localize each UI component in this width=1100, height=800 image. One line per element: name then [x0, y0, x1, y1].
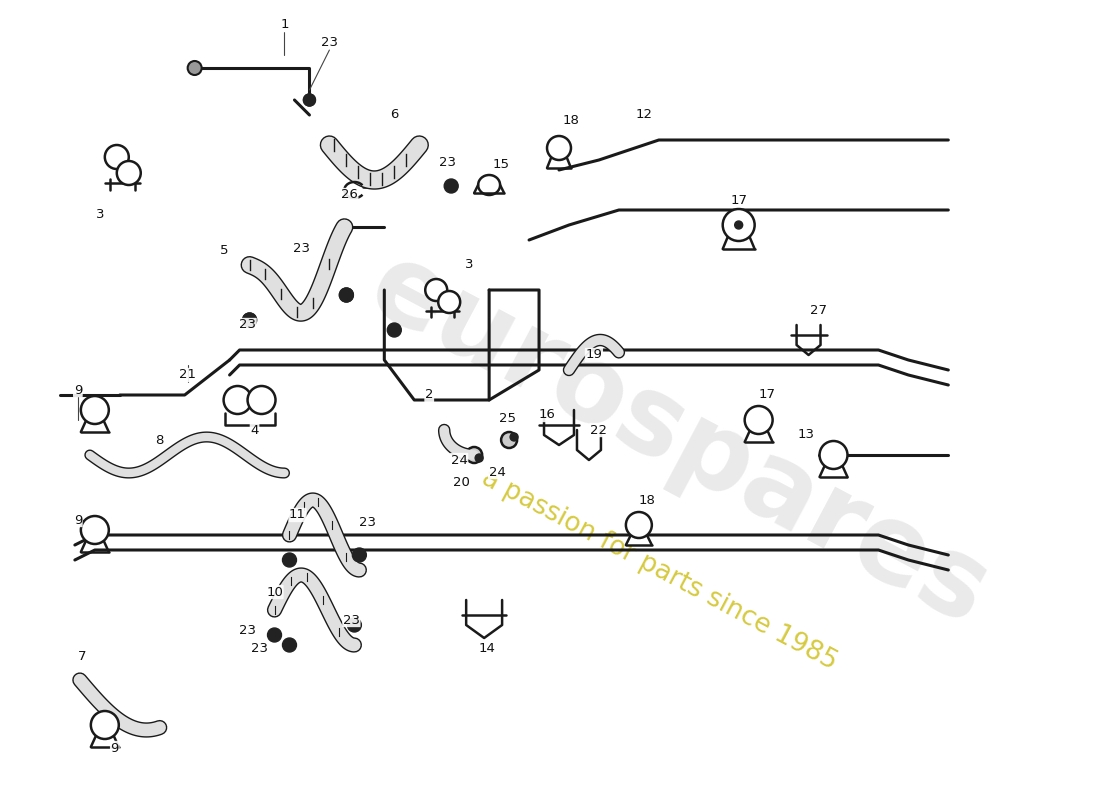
Circle shape [466, 447, 482, 463]
Circle shape [91, 711, 119, 739]
Circle shape [248, 386, 275, 414]
Text: 10: 10 [266, 586, 283, 598]
Circle shape [352, 548, 366, 562]
Circle shape [723, 209, 755, 241]
Circle shape [547, 136, 571, 160]
Text: 13: 13 [799, 429, 815, 442]
Circle shape [267, 628, 282, 642]
Text: 3: 3 [465, 258, 473, 271]
Text: 14: 14 [478, 642, 496, 654]
Circle shape [304, 94, 316, 106]
Text: 4: 4 [251, 423, 258, 437]
Text: 19: 19 [585, 349, 603, 362]
Circle shape [438, 291, 460, 313]
Text: 23: 23 [239, 318, 256, 331]
Text: 16: 16 [539, 409, 556, 422]
Circle shape [387, 323, 402, 337]
Text: 7: 7 [78, 650, 86, 663]
Text: 23: 23 [321, 35, 338, 49]
Circle shape [304, 94, 316, 106]
Circle shape [626, 512, 652, 538]
Circle shape [735, 221, 743, 229]
Text: 6: 6 [390, 109, 398, 122]
Text: 17: 17 [758, 389, 776, 402]
Text: 22: 22 [591, 423, 607, 437]
Text: 1: 1 [280, 18, 288, 31]
Circle shape [745, 406, 772, 434]
Circle shape [223, 386, 252, 414]
Text: a passion for parts since 1985: a passion for parts since 1985 [476, 465, 842, 675]
Text: 20: 20 [453, 475, 470, 489]
Circle shape [243, 313, 256, 327]
Text: 15: 15 [493, 158, 509, 171]
Circle shape [81, 516, 109, 544]
Circle shape [348, 618, 362, 632]
Circle shape [510, 433, 518, 441]
Circle shape [820, 441, 847, 469]
Circle shape [283, 638, 297, 652]
Text: 25: 25 [498, 411, 516, 425]
Circle shape [340, 288, 353, 302]
Text: 2: 2 [425, 389, 433, 402]
Text: 23: 23 [343, 614, 360, 626]
Text: 23: 23 [359, 517, 376, 530]
Circle shape [502, 432, 517, 448]
Circle shape [243, 313, 256, 327]
Text: 23: 23 [251, 642, 268, 654]
Circle shape [283, 553, 297, 567]
Text: 17: 17 [730, 194, 747, 206]
Circle shape [117, 161, 141, 185]
Circle shape [475, 454, 483, 462]
Text: 9: 9 [74, 514, 82, 526]
Text: 26: 26 [341, 189, 358, 202]
Text: 23: 23 [293, 242, 310, 254]
Text: 27: 27 [810, 303, 827, 317]
Text: 23: 23 [239, 623, 256, 637]
Text: 12: 12 [636, 109, 652, 122]
Circle shape [188, 61, 201, 75]
Text: 18: 18 [562, 114, 580, 126]
Circle shape [426, 279, 448, 301]
Text: 9: 9 [111, 742, 119, 754]
Circle shape [104, 145, 129, 169]
Text: 8: 8 [155, 434, 164, 446]
Text: 11: 11 [289, 509, 306, 522]
Text: 24: 24 [451, 454, 468, 466]
Circle shape [81, 396, 109, 424]
Text: 3: 3 [96, 209, 104, 222]
Text: eurospares: eurospares [351, 232, 1007, 648]
Text: 21: 21 [179, 369, 196, 382]
Text: 20: 20 [453, 475, 470, 489]
Text: 24: 24 [488, 466, 506, 478]
Circle shape [444, 179, 459, 193]
Text: 23: 23 [439, 155, 455, 169]
Circle shape [340, 288, 353, 302]
Text: 18: 18 [638, 494, 656, 506]
Text: 5: 5 [220, 243, 229, 257]
Text: 9: 9 [74, 383, 82, 397]
